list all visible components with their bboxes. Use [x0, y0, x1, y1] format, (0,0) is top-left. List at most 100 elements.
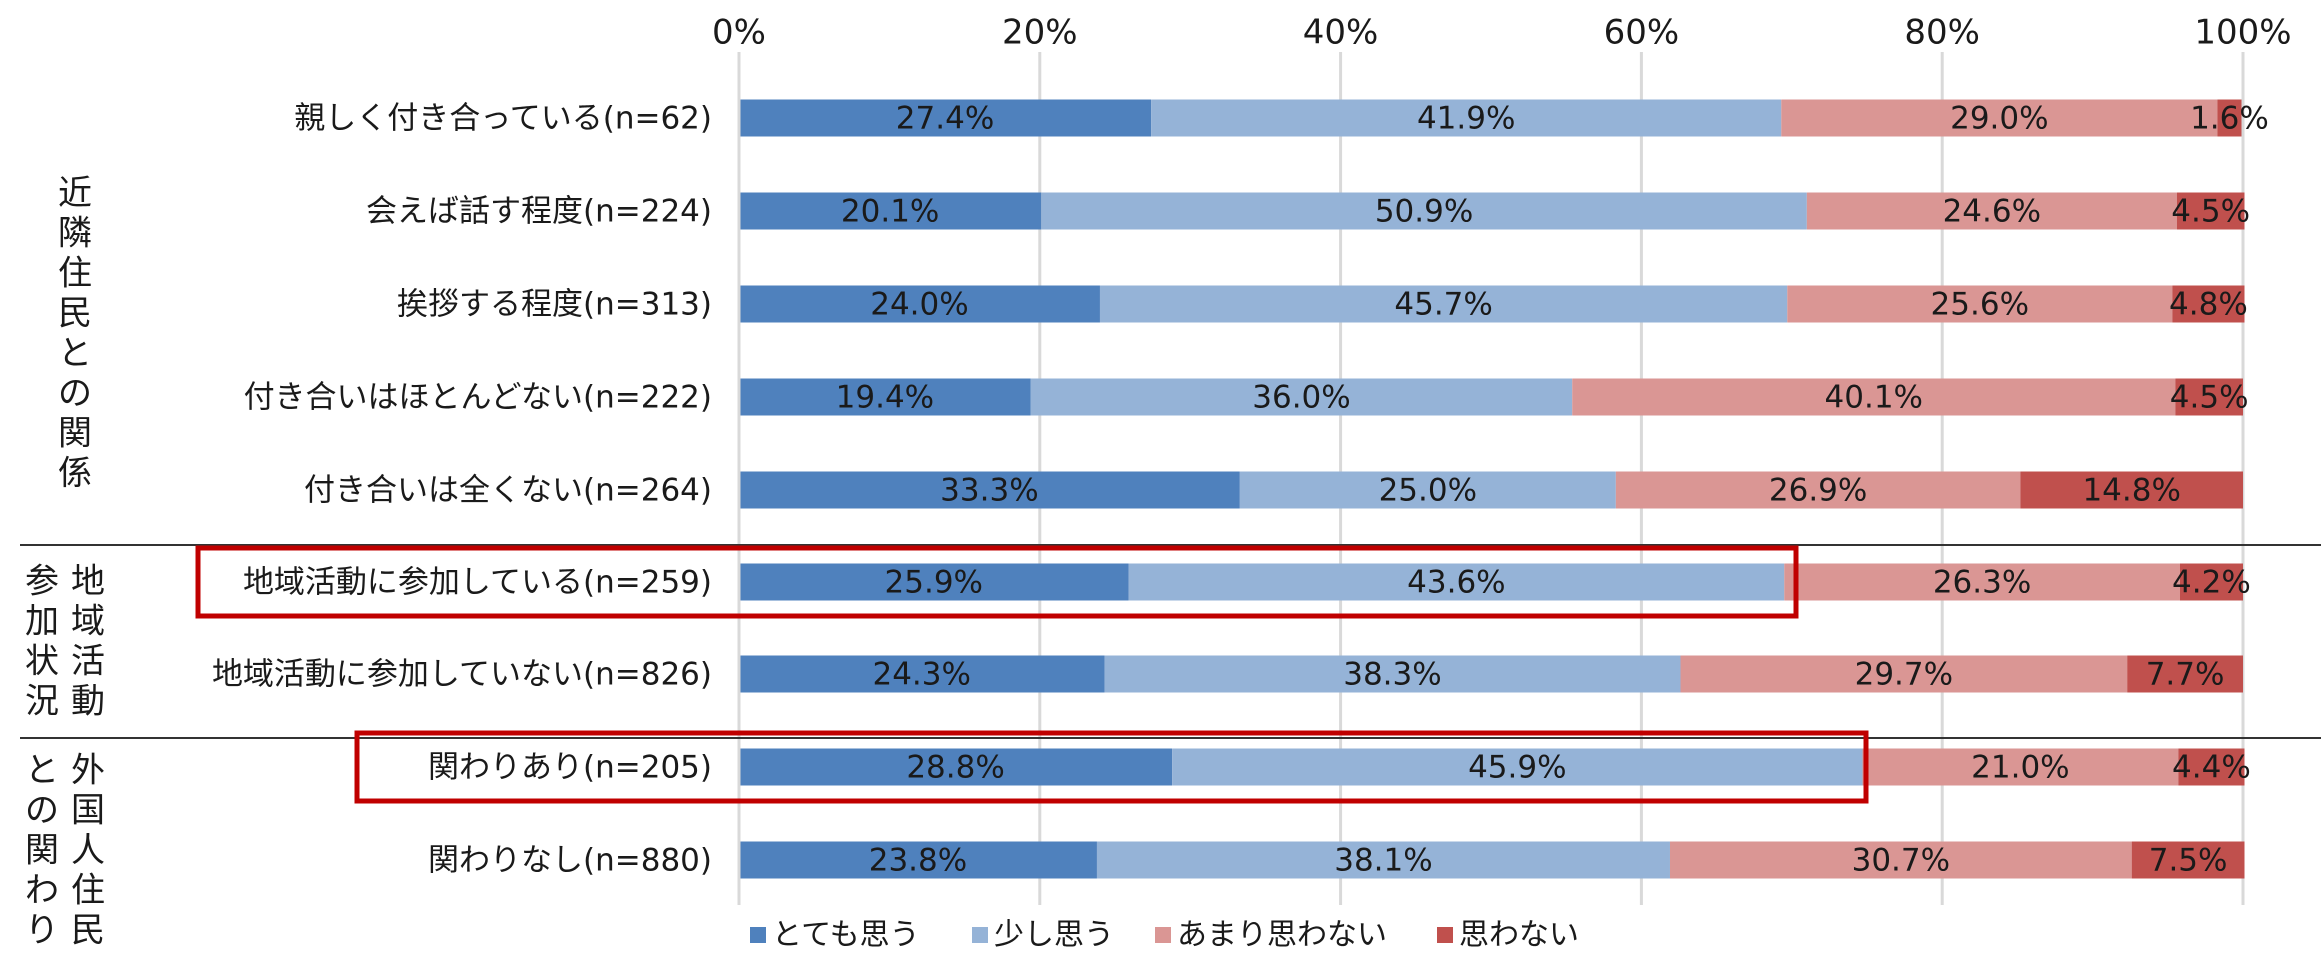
- data-label: 33.3%: [940, 473, 1038, 509]
- data-label: 36.0%: [1252, 380, 1350, 416]
- legend-label: とても思う: [772, 918, 920, 953]
- group-label-char: 況: [25, 682, 59, 722]
- data-label: 41.9%: [1417, 101, 1515, 137]
- x-tick-label: 60%: [1604, 13, 1680, 53]
- bar-segment: [739, 471, 1240, 509]
- x-tick-label: 0%: [712, 13, 766, 53]
- data-label: 23.8%: [869, 843, 967, 879]
- data-label: 28.8%: [906, 750, 1004, 786]
- bar-segment: [2175, 378, 2243, 416]
- bar-segment: [1104, 655, 1681, 693]
- category-label: 付き合いはほとんどない(n=222): [244, 380, 712, 416]
- category-label: 関わりなし(n=880): [428, 843, 712, 879]
- legend-label: 思わない: [1459, 918, 1579, 953]
- group-label-char: 住: [58, 254, 92, 294]
- data-label: 4.5%: [2171, 194, 2250, 230]
- x-tick-label: 100%: [2194, 13, 2291, 53]
- group-label-char: の: [58, 374, 92, 414]
- bar-segment: [1669, 841, 2132, 879]
- data-label: 27.4%: [896, 101, 994, 137]
- bar-segment: [2131, 841, 2245, 879]
- data-label: 25.9%: [885, 565, 983, 601]
- data-label: 43.6%: [1407, 565, 1505, 601]
- group-label-char: と: [58, 334, 92, 374]
- bar-segment: [739, 285, 1100, 323]
- data-label: 4.2%: [2172, 565, 2251, 601]
- category-label: 付き合いは全くない(n=264): [304, 473, 712, 509]
- bar-segment: [739, 99, 1152, 137]
- bar-segment: [2178, 748, 2245, 786]
- bar-segment: [1680, 655, 2128, 693]
- category-label: 地域活動に参加している(n=259): [243, 565, 712, 601]
- data-label: 38.3%: [1343, 657, 1441, 693]
- data-label: 24.6%: [1943, 194, 2041, 230]
- bar-segment: [1615, 471, 2021, 509]
- bar-segment: [1099, 285, 1788, 323]
- data-label: 26.3%: [1933, 565, 2031, 601]
- bar-segment: [1030, 378, 1573, 416]
- data-label: 7.7%: [2146, 657, 2225, 693]
- bar-segment: [739, 378, 1031, 416]
- bar-segment: [1787, 285, 2173, 323]
- bar-segment: [2020, 471, 2243, 509]
- group-label-char: 人: [71, 831, 105, 871]
- bar-segment: [1172, 748, 1863, 786]
- group-label-char: 参: [25, 562, 59, 602]
- data-label: 30.7%: [1852, 843, 1950, 879]
- group-label-char: わ: [25, 871, 59, 911]
- data-label: 29.0%: [1950, 101, 2048, 137]
- group-label-char: 外: [71, 751, 105, 791]
- category-label: 関わりあり(n=205): [428, 750, 712, 786]
- data-label: 45.7%: [1394, 287, 1492, 323]
- group-label-char: 住: [71, 871, 105, 911]
- bar-segment: [1151, 99, 1782, 137]
- x-tick-label: 20%: [1002, 13, 1078, 53]
- data-label: 4.8%: [2169, 287, 2248, 323]
- legend-label: 少し思う: [994, 918, 1114, 953]
- bar-segment: [739, 192, 1042, 230]
- data-label: 24.3%: [872, 657, 970, 693]
- category-label: 地域活動に参加していない(n=826): [212, 657, 712, 693]
- bar-segment: [2176, 192, 2245, 230]
- data-label: 38.1%: [1334, 843, 1432, 879]
- group-label-char: 活: [71, 642, 105, 682]
- bar-segment: [739, 748, 1173, 786]
- group-label-char: 加: [25, 602, 59, 642]
- bar-segment: [739, 841, 1097, 879]
- data-label: 19.4%: [836, 380, 934, 416]
- data-label: 4.5%: [2170, 380, 2249, 416]
- group-label-char: 民: [58, 294, 92, 334]
- category-label: 挨拶する程度(n=313): [397, 287, 712, 323]
- data-label: 40.1%: [1825, 380, 1923, 416]
- data-label: 1.6%: [2190, 101, 2269, 137]
- data-label: 29.7%: [1855, 657, 1953, 693]
- bar-segment: [1041, 192, 1807, 230]
- group-label-char: と: [25, 751, 59, 791]
- data-label: 50.9%: [1375, 194, 1473, 230]
- group-label-char: 地: [71, 562, 105, 602]
- legend-swatch: [1437, 927, 1453, 943]
- group-label-char: 民: [71, 911, 105, 951]
- bar-segment: [739, 563, 1129, 601]
- bar-segment: [2127, 655, 2243, 693]
- legend-swatch: [750, 927, 766, 943]
- bar-segment: [2217, 99, 2242, 137]
- data-label: 26.9%: [1769, 473, 1867, 509]
- group-label-char: 動: [71, 682, 105, 722]
- bar-segment: [1784, 563, 2180, 601]
- group-label-char: の: [25, 791, 59, 831]
- group-label-char: 域: [71, 602, 105, 642]
- data-label: 21.0%: [1971, 750, 2069, 786]
- bar-segment: [2172, 285, 2245, 323]
- data-label: 24.0%: [870, 287, 968, 323]
- group-label-char: 関: [58, 414, 92, 454]
- highlight-box: [195, 545, 1799, 619]
- data-label: 14.8%: [2082, 473, 2180, 509]
- group-label-char: 係: [58, 454, 92, 494]
- bar-segment: [739, 655, 1105, 693]
- group-label-char: 隣: [58, 214, 92, 254]
- bar-segment: [1239, 471, 1616, 509]
- legend-label: あまり思わない: [1177, 918, 1387, 953]
- bar-segment: [1781, 99, 2218, 137]
